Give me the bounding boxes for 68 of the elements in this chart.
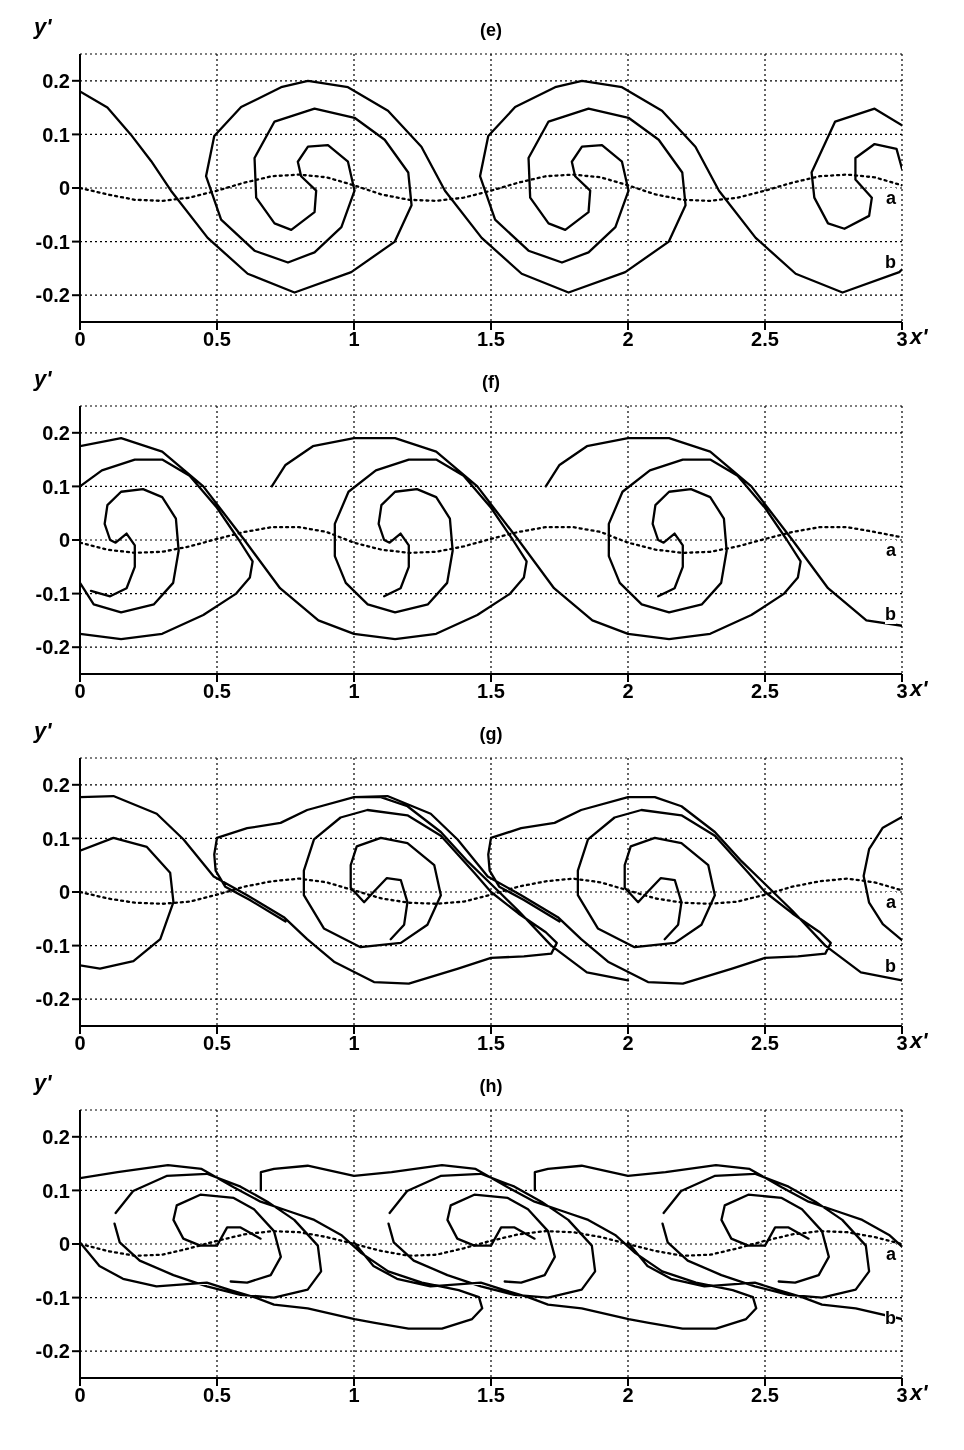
x-tick-label: 1.5 [477,1384,505,1407]
x-tick-label: 1 [348,1384,360,1407]
chart-title: (g) [478,724,504,745]
x-tick-label: 3 [896,1384,908,1407]
y-tick-label: 0.2 [42,421,70,444]
y-tick-label: 0 [58,1233,70,1256]
x-tick-label: 2 [622,1032,634,1055]
series-label: a [885,188,896,208]
series-label: b [885,252,896,273]
y-axis-title: y' [34,14,52,40]
y-tick-label: 0.1 [42,827,70,850]
y-tick-label: -0.1 [35,582,70,605]
y-tick-label: -0.1 [35,230,70,253]
x-tick-label: 2 [622,1384,634,1407]
x-tick-label: 0 [74,680,86,703]
x-axis-title: x' [910,1028,928,1054]
x-tick-label: 0 [74,1384,86,1407]
y-tick-label: -0.1 [35,934,70,957]
y-axis-title: y' [34,366,52,392]
x-tick-label: 2.5 [751,328,779,351]
x-tick-label: 0.5 [203,328,231,351]
x-tick-label: 2.5 [751,680,779,703]
x-tick-label: 1.5 [477,680,505,703]
y-tick-label: 0.1 [42,123,70,146]
series-label: a [885,540,896,560]
y-tick-label: -0.1 [35,1286,70,1309]
y-tick-label: 0.1 [42,1179,70,1202]
x-tick-label: 1.5 [477,328,505,351]
series-label: a [885,892,896,912]
x-axis-title: x' [910,1380,928,1406]
x-tick-label: 3 [896,328,908,351]
series-label: a [885,1244,896,1264]
y-tick-label: 0 [58,529,70,552]
y-tick-label: -0.2 [35,988,70,1011]
x-tick-label: 2.5 [751,1032,779,1055]
x-tick-label: 2 [622,328,634,351]
x-axis-title: x' [910,676,928,702]
y-tick-label: -0.2 [35,636,70,659]
y-tick-label: 0 [58,881,70,904]
y-tick-label: 0.2 [42,1125,70,1148]
x-tick-label: 0 [74,1032,86,1055]
series-label: b [885,604,896,625]
x-tick-label: 0 [74,328,86,351]
chart-title: (f) [481,372,501,393]
x-tick-label: 1 [348,328,360,351]
y-tick-label: -0.2 [35,1340,70,1363]
x-tick-label: 2 [622,680,634,703]
series-label: b [885,956,896,977]
y-tick-label: 0.1 [42,475,70,498]
x-tick-label: 1.5 [477,1032,505,1055]
x-tick-label: 1 [348,1032,360,1055]
x-tick-label: 0.5 [203,1384,231,1407]
y-tick-label: -0.2 [35,284,70,307]
y-axis-title: y' [34,1070,52,1096]
y-tick-label: 0.2 [42,773,70,796]
chart-title: (e) [479,20,503,41]
x-tick-label: 3 [896,680,908,703]
x-tick-label: 3 [896,1032,908,1055]
y-tick-label: 0 [58,177,70,200]
y-tick-label: 0.2 [42,69,70,92]
chart-title: (h) [478,1076,504,1097]
x-tick-label: 1 [348,680,360,703]
x-tick-label: 0.5 [203,1032,231,1055]
y-axis-title: y' [34,718,52,744]
x-axis-title: x' [910,324,928,350]
x-tick-label: 2.5 [751,1384,779,1407]
series-label: b [885,1308,896,1329]
x-tick-label: 0.5 [203,680,231,703]
